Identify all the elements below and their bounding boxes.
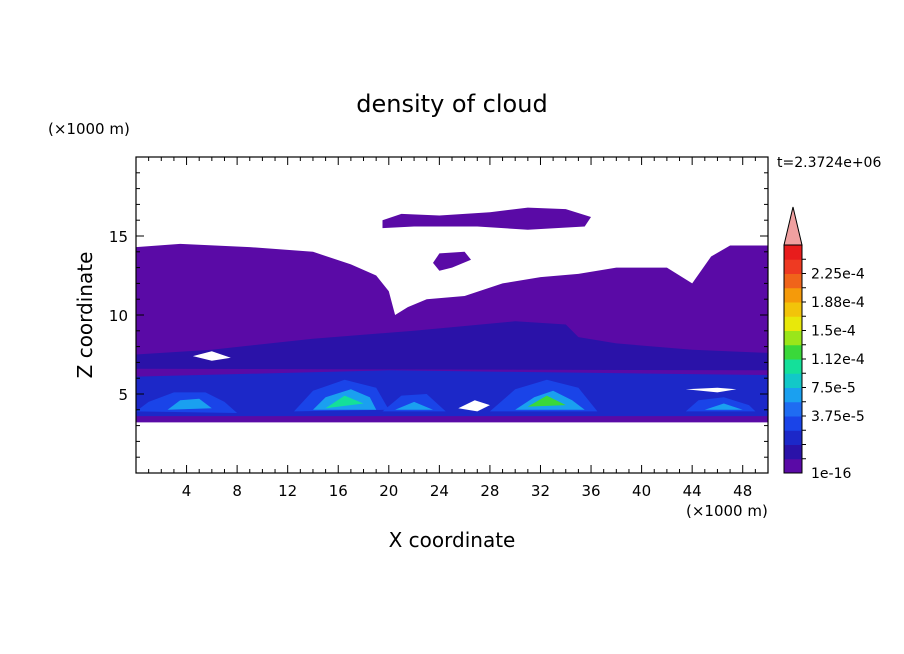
y-tick-label: 10 <box>109 307 128 325</box>
y-tick-label: 5 <box>118 386 128 404</box>
colorbar-swatch <box>784 273 802 289</box>
x-tick-label: 48 <box>733 482 752 500</box>
colorbar-swatch <box>784 245 802 260</box>
y-axis-ticks: 5 10 15 <box>109 156 768 474</box>
colorbar-label: 2.25e-4 <box>811 267 865 283</box>
colorbar-swatch <box>784 401 802 417</box>
contour-region <box>136 321 768 371</box>
x-axis-ticks: 4 8 12 16 20 24 28 32 36 40 44 48 <box>135 157 769 500</box>
colorbar-swatch <box>784 344 802 360</box>
colorbar-label: 7.5e-5 <box>811 381 856 397</box>
colorbar-label: 3.75e-5 <box>811 409 865 425</box>
x-unit-label: (×1000 m) <box>686 502 768 520</box>
colorbar-swatch <box>784 387 802 403</box>
x-tick-label: 40 <box>632 482 651 500</box>
contour-region <box>704 403 743 410</box>
colorbar-label: 1e-16 <box>811 466 851 482</box>
contour-region <box>167 398 212 410</box>
x-tick-label: 28 <box>480 482 499 500</box>
chart-title: density of cloud <box>356 90 547 118</box>
colorbar-swatch <box>784 416 802 431</box>
contour-region <box>325 395 364 409</box>
contour-regions <box>136 207 768 423</box>
x-axis-label: X coordinate <box>389 528 516 552</box>
colorbar-swatch <box>784 259 802 274</box>
y-tick-label: 15 <box>109 228 128 246</box>
contour-region <box>136 370 768 417</box>
colorbar-swatch <box>784 430 802 445</box>
time-label: t=2.3724e+06 <box>777 155 881 171</box>
colorbar-swatch <box>784 330 802 346</box>
contour-region <box>433 251 471 271</box>
x-tick-label: 16 <box>329 482 348 500</box>
contour-region <box>685 387 737 393</box>
x-tick-label: 24 <box>430 482 449 500</box>
x-tick-label: 36 <box>581 482 600 500</box>
contour-region <box>527 395 566 407</box>
colorbar-label: 1.88e-4 <box>811 295 865 311</box>
x-tick-label: 44 <box>683 482 702 500</box>
x-tick-label: 12 <box>278 482 297 500</box>
colorbar-label: 1.12e-4 <box>811 352 865 368</box>
x-tick-label: 20 <box>379 482 398 500</box>
x-tick-label: 4 <box>182 482 192 500</box>
contour-region <box>192 351 231 361</box>
colorbar: 2.25e-4 1.88e-4 1.5e-4 1.12e-4 7.5e-5 3.75e-5… <box>783 206 865 482</box>
contour-region <box>458 400 490 412</box>
colorbar-swatch <box>784 444 802 460</box>
colorbar-label: 1.5e-4 <box>811 324 856 340</box>
x-tick-label: 32 <box>531 482 550 500</box>
y-axis-label: Z coordinate <box>73 252 97 379</box>
colorbar-over-arrow <box>783 206 803 246</box>
contour-region <box>382 207 591 230</box>
y-unit-label: (×1000 m) <box>48 120 130 138</box>
colorbar-swatch <box>784 302 802 317</box>
x-tick-label: 8 <box>232 482 242 500</box>
colorbar-swatch <box>784 359 802 374</box>
colorbar-swatch <box>784 287 802 303</box>
contour-region <box>395 401 433 410</box>
contour-region <box>685 397 756 412</box>
colorbar-swatch <box>784 373 802 388</box>
colorbar-swatch <box>784 458 802 474</box>
colorbar-swatch <box>784 316 802 331</box>
